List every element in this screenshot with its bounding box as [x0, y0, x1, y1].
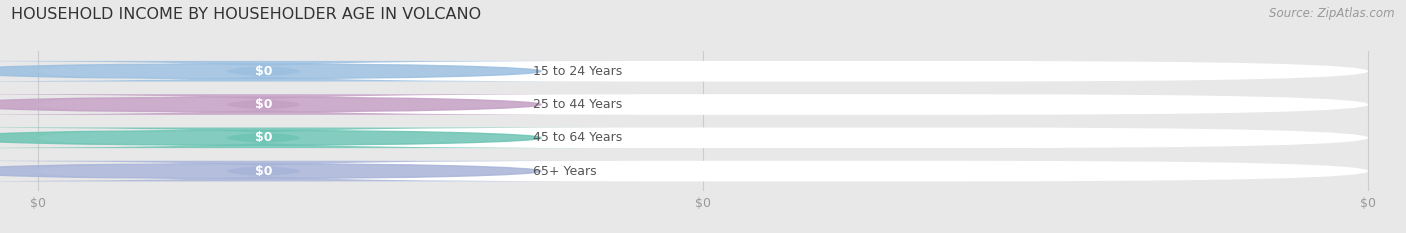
Circle shape	[0, 97, 541, 112]
Text: $0: $0	[254, 65, 273, 78]
Circle shape	[0, 164, 541, 178]
Text: 25 to 44 Years: 25 to 44 Years	[533, 98, 621, 111]
Text: Source: ZipAtlas.com: Source: ZipAtlas.com	[1270, 7, 1395, 20]
Circle shape	[0, 64, 541, 79]
FancyBboxPatch shape	[38, 94, 1368, 115]
FancyBboxPatch shape	[38, 161, 1368, 182]
Text: 15 to 24 Years: 15 to 24 Years	[533, 65, 621, 78]
Circle shape	[0, 130, 541, 145]
FancyBboxPatch shape	[38, 127, 1368, 148]
FancyBboxPatch shape	[0, 161, 640, 182]
Text: $0: $0	[254, 98, 273, 111]
Text: $0: $0	[254, 164, 273, 178]
FancyBboxPatch shape	[0, 61, 640, 82]
FancyBboxPatch shape	[38, 61, 1368, 82]
Text: 65+ Years: 65+ Years	[533, 164, 596, 178]
Text: 45 to 64 Years: 45 to 64 Years	[533, 131, 621, 144]
Text: HOUSEHOLD INCOME BY HOUSEHOLDER AGE IN VOLCANO: HOUSEHOLD INCOME BY HOUSEHOLDER AGE IN V…	[11, 7, 481, 22]
FancyBboxPatch shape	[0, 127, 640, 148]
FancyBboxPatch shape	[0, 94, 640, 115]
Text: $0: $0	[254, 131, 273, 144]
